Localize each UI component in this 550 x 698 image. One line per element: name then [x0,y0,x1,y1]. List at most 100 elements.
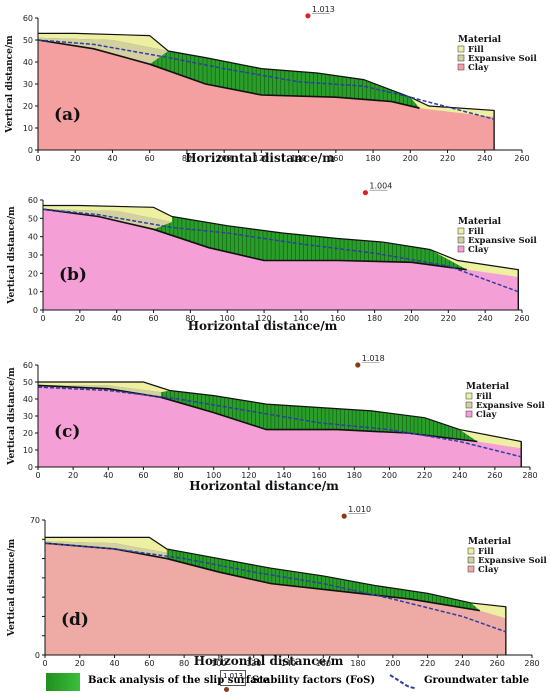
x-tick-label: 180 [347,471,362,480]
x-tick-label: 160 [312,471,327,480]
ground-surface [45,536,507,655]
legend-swatch [457,54,465,62]
x-tick-label: 240 [452,471,467,480]
x-tick-label: 160 [328,154,343,163]
y-tick-label: 30 [23,412,33,421]
panel-4: 0 20 40 60 80 100 120 140 160 180 200 220 240 260 280 0… [7,505,548,668]
y-tick-label: 10 [23,124,33,133]
x-tick-label: 240 [478,314,493,323]
slip-surface-line [42,208,467,271]
groundwater-legend-label: Groundwater table [424,675,530,686]
legend-title: Material [466,382,510,392]
legend-item: Expansive Soil [468,54,538,64]
legend-swatch [457,63,465,71]
x-tick-label: 160 [316,659,331,668]
x-tick-label: 20 [75,659,85,668]
legend-swatch [457,227,465,235]
legend-item: Clay [468,63,490,73]
x-tick-label: 200 [404,314,419,323]
x-tick-label: 120 [241,471,256,480]
x-tick-label: 100 [217,154,232,163]
groundwater-line [42,208,519,293]
x-tick-label: 60 [148,314,158,323]
legend-title: Material [458,217,502,227]
y-axis-label: Vertical distance/m [7,206,17,305]
x-tick-label: 80 [185,314,195,323]
legend-item: Fill [468,45,484,55]
x-tick-label: 0 [35,471,40,480]
legend-title: Material [458,35,502,45]
expansive-layer [38,385,161,398]
y-tick-label: 20 [23,429,33,438]
fos-value: 1.018 [362,354,385,363]
x-tick-label: 120 [246,659,261,668]
x-tick-label: 20 [70,154,80,163]
y-tick-label: 50 [23,378,33,387]
legend-item: Fill [476,392,492,402]
fos-marker [305,13,311,19]
x-tick-label: 0 [42,659,47,668]
x-tick-label: 180 [367,314,382,323]
legend-title: Material [468,537,512,547]
x-tick-label: 100 [220,314,235,323]
ground-surface [38,381,522,467]
y-axis-label: Vertical distance/m [7,538,17,637]
fill-layer [43,205,172,222]
y-tick-label: 70 [30,516,40,525]
fos-legend-label: Stability factors (FoS) [252,675,376,686]
x-tick-label: 240 [455,659,470,668]
y-tick-label: 40 [23,395,33,404]
x-tick-label: 240 [477,154,492,163]
legend-item: Fill [468,227,484,237]
y-tick-label: 0 [35,651,40,660]
x-tick-label: 100 [211,659,226,668]
x-axis-label: Horizontal distance/m [189,479,339,493]
fill-layer [45,537,167,553]
y-tick-label: 0 [33,306,38,315]
panel-label: (a) [54,105,81,125]
fill-layer-right [410,97,495,117]
x-tick-label: 220 [440,154,455,163]
y-tick-label: 10 [28,288,38,297]
x-tick-label: 160 [330,314,345,323]
x-tick-label: 40 [109,659,119,668]
x-tick-label: 120 [256,314,271,323]
fos-legend-dot [224,687,229,692]
y-tick-label: 60 [23,14,33,23]
x-tick-label: 260 [487,471,502,480]
x-tick-label: 180 [350,659,365,668]
slip-surface-swatch [46,673,80,691]
ground-surface [38,32,495,150]
y-tick-label: 50 [28,214,38,223]
x-axis-label: Horizontal distance/m [194,654,344,668]
legend-item: Fill [478,547,494,557]
fill-layer-right [459,429,522,449]
fos-legend-box: 1.013 [220,670,246,686]
x-tick-label: 140 [281,659,296,668]
legend-swatch [457,245,465,253]
legend-item: Expansive Soil [478,556,548,566]
x-tick-label: 140 [293,314,308,323]
x-tick-label: 40 [112,314,122,323]
fos-marker [355,362,361,368]
y-axis-label: Vertical distance/m [7,367,17,466]
x-tick-label: 80 [173,471,183,480]
x-tick-label: 40 [103,471,113,480]
legend-swatch [465,410,473,418]
x-tick-label: 260 [490,659,505,668]
fos-value: 1.010 [348,505,371,514]
slip-surface-legend-label: Back analysis of the slip surface [88,675,270,686]
x-tick-label: 60 [138,471,148,480]
legend-swatch [467,556,475,564]
panel-3: 0 20 40 60 80 100 120 140 160 180 200 220 240 260 280 0… [7,354,546,493]
y-tick-label: 0 [28,463,33,472]
x-tick-label: 20 [68,471,78,480]
fos-value: 1.013 [312,5,335,14]
panel-2: 0 20 40 60 80 100 120 140 160 180 200 220 240 260 0 10 2… [7,182,538,333]
legend-swatch [467,565,475,573]
fos-marker [341,513,347,519]
